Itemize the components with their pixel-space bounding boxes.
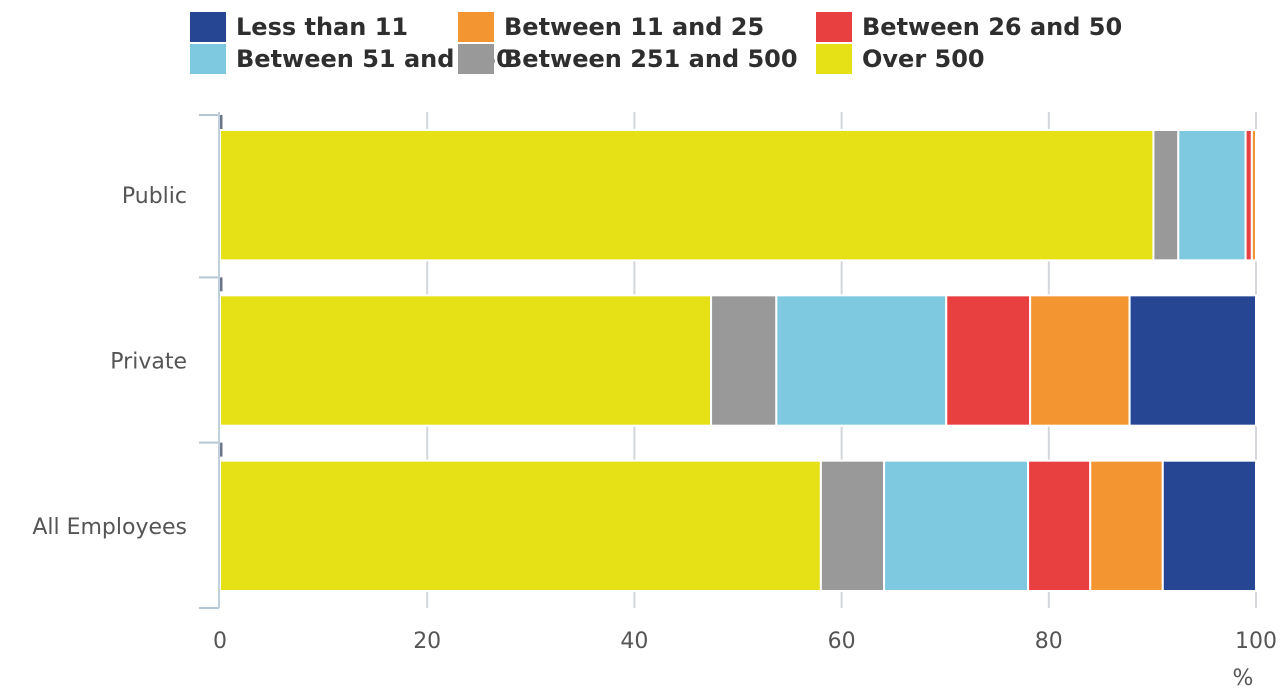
bar-private-between-11-and-25 — [1029, 294, 1131, 427]
bar-public-over-500 — [219, 129, 1155, 262]
bar-all-employees-between-26-and-50 — [1027, 459, 1092, 592]
bar-private-between-251-and-500 — [710, 294, 778, 427]
bar-all-employees-between-11-and-25 — [1089, 459, 1164, 592]
legend-label: Between 251 and 500 — [504, 45, 798, 73]
bar-all-employees-over-500 — [219, 459, 822, 592]
legend-swatch — [816, 12, 852, 42]
legend-swatch — [458, 12, 494, 42]
legend-item-between-26-and-50[interactable]: Between 26 and 50 — [816, 12, 1122, 42]
bar-private-between-26-and-50 — [945, 294, 1032, 427]
bar-private-less-than-11 — [1128, 294, 1258, 427]
x-axis-unit: % — [1233, 666, 1254, 689]
legend-label: Less than 11 — [236, 13, 409, 41]
legend-swatch — [816, 44, 852, 74]
bar-public-between-51-and-250 — [1177, 129, 1247, 262]
legend-item-over-500[interactable]: Over 500 — [816, 44, 985, 74]
x-tick-label-80: 80 — [1035, 629, 1063, 654]
bar-all-employees-between-51-and-250 — [883, 459, 1030, 592]
legend-swatch — [190, 12, 226, 42]
category-label-private: Private — [110, 350, 187, 375]
bar-private-over-500 — [219, 294, 713, 427]
x-tick-label-20: 20 — [413, 629, 441, 654]
bar-all-employees-between-251-and-500 — [819, 459, 886, 592]
x-tick-label-100: 100 — [1235, 629, 1277, 654]
bar-public-between-11-and-25 — [1250, 129, 1257, 262]
legend-swatch — [190, 44, 226, 74]
legend-item-between-11-and-25[interactable]: Between 11 and 25 — [458, 12, 764, 42]
legend-item-less-than-11[interactable]: Less than 11 — [190, 12, 408, 42]
x-tick-label-0: 0 — [213, 629, 227, 654]
bar-public-between-251-and-500 — [1152, 129, 1180, 262]
category-label-public: Public — [122, 184, 187, 209]
x-tick-label-40: 40 — [620, 629, 648, 654]
legend-label: Between 26 and 50 — [862, 13, 1123, 41]
category-label-all-employees: All Employees — [32, 515, 187, 540]
legend-swatch — [458, 44, 494, 74]
legend-label: Between 11 and 25 — [504, 13, 765, 41]
bar-all-employees-less-than-11 — [1161, 459, 1258, 592]
legend-label: Over 500 — [862, 45, 985, 73]
chart-legend: Less than 11 Between 11 and 25 Between 26 … — [0, 0, 1282, 80]
bar-private-between-51-and-250 — [775, 294, 948, 427]
x-tick-label-60: 60 — [828, 629, 856, 654]
legend-item-between-251-and-500[interactable]: Between 251 and 500 — [458, 44, 798, 74]
